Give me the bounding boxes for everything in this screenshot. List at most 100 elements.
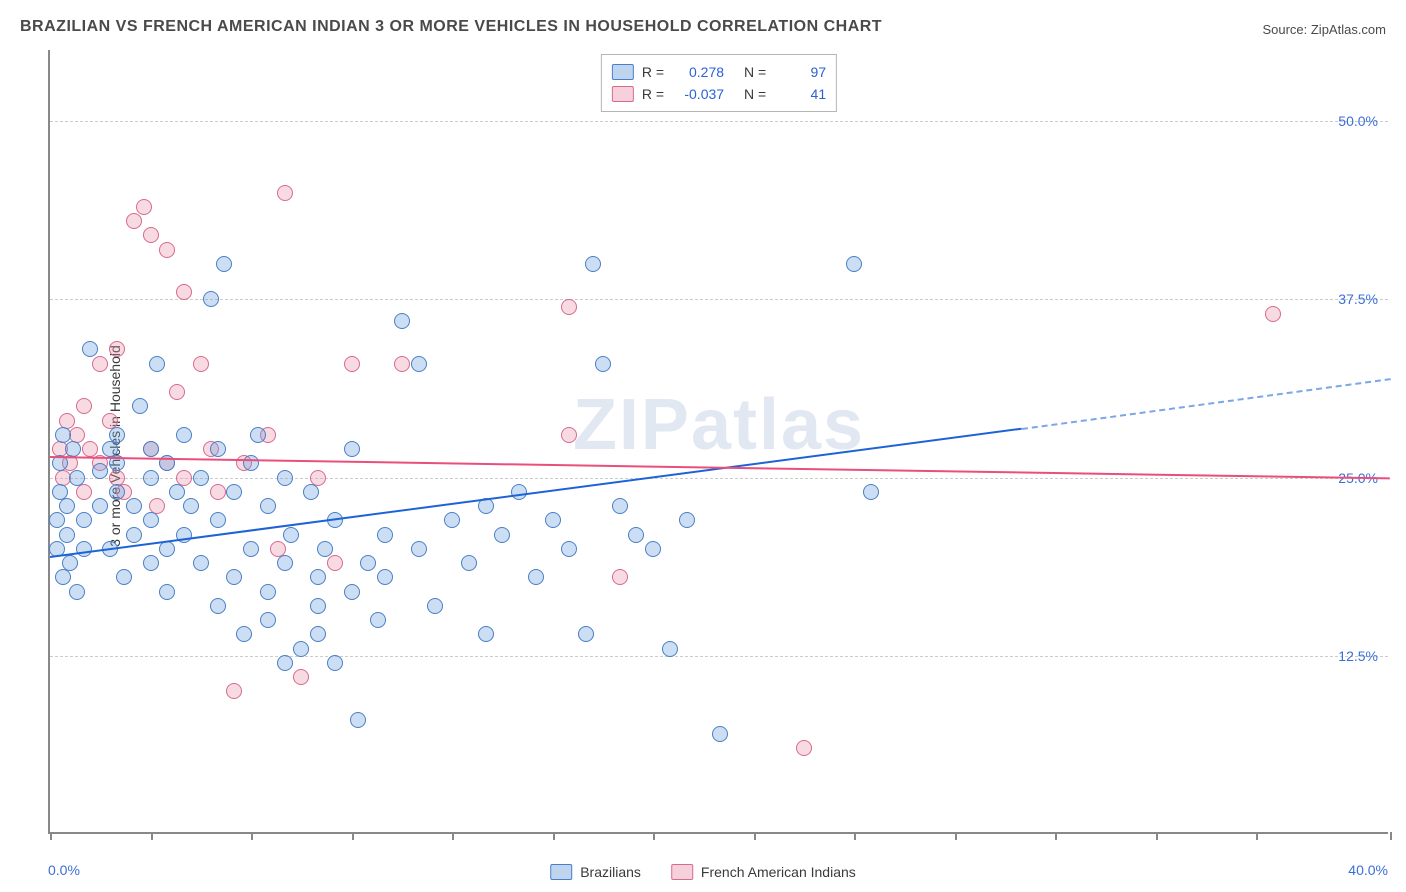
scatter-point-blue [260,584,276,600]
scatter-point-pink [344,356,360,372]
r-label-pink: R = [642,83,664,105]
bottom-legend: Brazilians French American Indians [550,864,856,880]
scatter-point-blue [226,569,242,585]
scatter-point-blue [109,427,125,443]
scatter-point-blue [193,470,209,486]
scatter-point-blue [528,569,544,585]
x-tick [653,832,655,840]
scatter-point-pink [76,398,92,414]
x-tick [151,832,153,840]
scatter-point-blue [645,541,661,557]
scatter-point-pink [1265,306,1281,322]
scatter-point-blue [277,655,293,671]
n-label-pink: N = [744,83,766,105]
scatter-point-blue [578,626,594,642]
x-tick [553,832,555,840]
scatter-point-blue [169,484,185,500]
scatter-point-blue [132,398,148,414]
scatter-point-blue [370,612,386,628]
scatter-point-blue [126,527,142,543]
scatter-point-blue [494,527,510,543]
x-start-label: 0.0% [48,862,80,878]
scatter-point-pink [159,242,175,258]
r-value-blue: 0.278 [672,61,724,83]
scatter-point-blue [82,341,98,357]
scatter-point-blue [65,441,81,457]
gridline-h [50,299,1388,300]
scatter-point-blue [662,641,678,657]
scatter-point-blue [62,555,78,571]
scatter-point-blue [595,356,611,372]
scatter-point-blue [76,512,92,528]
scatter-point-pink [109,341,125,357]
scatter-point-blue [76,541,92,557]
scatter-point-blue [444,512,460,528]
swatch-pink-icon [671,864,693,880]
scatter-point-blue [236,626,252,642]
scatter-point-blue [243,541,259,557]
gridline-h [50,121,1388,122]
trendline-blue-extrapolated [1021,378,1390,430]
swatch-blue-icon [612,64,634,80]
x-tick [251,832,253,840]
scatter-point-pink [136,199,152,215]
scatter-point-blue [679,512,695,528]
scatter-point-blue [585,256,601,272]
scatter-point-blue [277,555,293,571]
scatter-point-blue [310,598,326,614]
scatter-point-blue [183,498,199,514]
gridline-h [50,478,1388,479]
plot-area: ZIPatlas R = 0.278 N = 97 R = -0.037 N =… [48,50,1388,834]
scatter-point-blue [461,555,477,571]
scatter-point-blue [226,484,242,500]
scatter-point-pink [796,740,812,756]
x-end-label: 40.0% [1348,862,1388,878]
scatter-point-pink [169,384,185,400]
scatter-point-blue [143,470,159,486]
scatter-point-blue [203,291,219,307]
scatter-point-pink [226,683,242,699]
r-value-pink: -0.037 [672,83,724,105]
scatter-point-pink [143,227,159,243]
legend-stats-box: R = 0.278 N = 97 R = -0.037 N = 41 [601,54,837,112]
scatter-point-blue [863,484,879,500]
scatter-point-blue [116,569,132,585]
x-tick [50,832,52,840]
n-value-blue: 97 [774,61,826,83]
scatter-point-blue [59,498,75,514]
scatter-point-blue [126,498,142,514]
scatter-point-blue [260,612,276,628]
scatter-point-pink [612,569,628,585]
scatter-point-blue [394,313,410,329]
scatter-point-blue [283,527,299,543]
scatter-point-blue [250,427,266,443]
x-tick [754,832,756,840]
scatter-point-blue [176,427,192,443]
scatter-point-blue [92,463,108,479]
scatter-point-blue [210,598,226,614]
x-tick [1055,832,1057,840]
x-tick [1256,832,1258,840]
scatter-point-blue [59,527,75,543]
x-tick [352,832,354,840]
legend-stats-row-blue: R = 0.278 N = 97 [612,61,826,83]
scatter-point-blue [350,712,366,728]
scatter-point-blue [411,541,427,557]
x-tick [854,832,856,840]
n-value-pink: 41 [774,83,826,105]
y-tick-label: 37.5% [1338,291,1378,307]
scatter-point-blue [277,470,293,486]
scatter-point-blue [143,441,159,457]
scatter-point-pink [394,356,410,372]
scatter-point-pink [126,213,142,229]
scatter-point-blue [69,470,85,486]
scatter-point-blue [561,541,577,557]
scatter-point-blue [69,584,85,600]
scatter-point-blue [143,512,159,528]
bottom-legend-blue-label: Brazilians [580,864,641,880]
source-value: ZipAtlas.com [1311,22,1386,37]
scatter-point-pink [561,299,577,315]
scatter-point-blue [344,584,360,600]
scatter-point-blue [612,498,628,514]
scatter-point-blue [159,584,175,600]
